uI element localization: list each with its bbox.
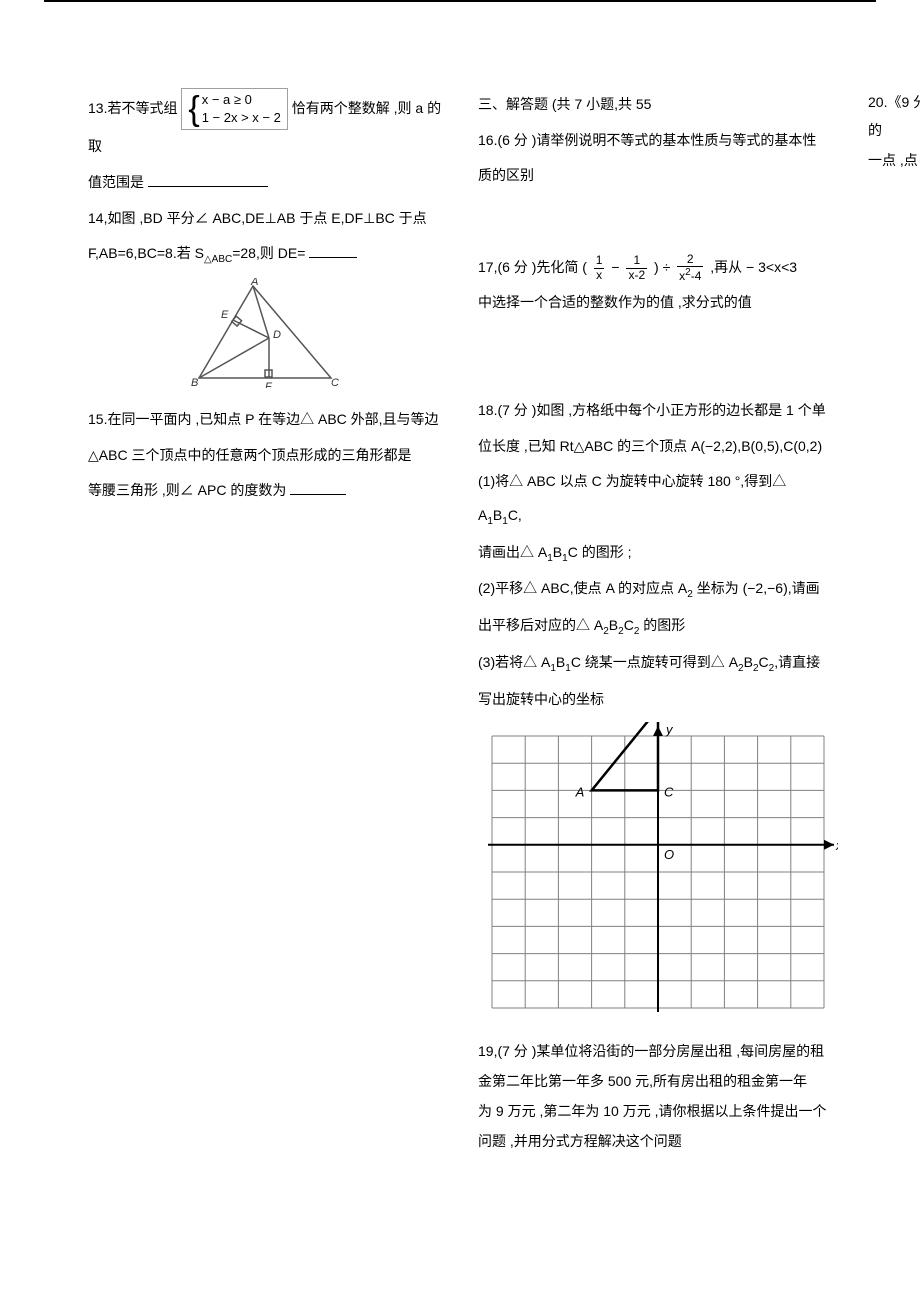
q17-line2: 中选择一个合适的整数作为的值 ,求分式的值 [478,286,832,320]
q18-line6: 出平移后对应的△ A2B2C2 的图形 [478,609,832,644]
q18-line7: (3)若将△ A1B1C 绕某一点旋转可得到△ A2B2C2,请直接 [478,646,832,681]
svg-text:y: y [665,722,674,737]
q14-line2: F,AB=6,BC=8.若 S△ABC=28,则 DE= [88,237,442,272]
q19-line3: 为 9 万元 ,第二年为 10 万元 ,请你根据以上条件提出一个 [478,1097,832,1125]
q17-minus: − [611,259,623,275]
svg-text:B: B [191,377,198,388]
q14-line1: 14,如图 ,BD 平分∠ ABC,DE⊥AB 于点 E,DF⊥BC 于点 [88,202,442,236]
q18-line5: (2)平移△ ABC,使点 A 的对应点 A2 坐标为 (−2,−6),请画 [478,572,832,607]
q15-line3: 等腰三角形 ,则∠ APC 的度数为 [88,474,442,508]
q13-line2: 值范围是 [88,166,442,200]
q14-blank [309,243,357,258]
q16-line2: 质的区别 [478,159,832,193]
q13-line1: 13.若不等式组 { x − a ≥ 0 1 − 2x > x − 2 恰有两个… [88,88,442,164]
q19-line1: 19,(7 分 )某单位将沿街的一部分房屋出租 ,每间房屋的租 [478,1037,832,1065]
svg-text:C: C [331,377,339,388]
q15-blank [290,480,346,495]
q18-line4: 请画出△ A1B1C 的图形 ; [478,536,832,571]
svg-text:A: A [250,278,258,288]
q13-blank [148,172,268,187]
q20-line2: 一点 ,点 E 是 AC 的中点, [868,146,920,174]
q17-frac2: 1 x-2 [626,254,647,281]
svg-text:F: F [265,381,273,388]
q14-triangle-svg: A B C D E F [191,278,339,388]
q14-line2a: F,AB=6,BC=8.若 S [88,245,204,261]
svg-text:O: O [664,847,674,862]
q17-mid1: ) ÷ [654,259,674,275]
q14-sub: △ABC [204,254,232,265]
svg-text:D: D [273,329,281,341]
q19-line2: 金第二年比第一年多 500 元,所有房出租的租金第一年 [478,1067,832,1095]
q13-line2a: 值范围是 [88,174,144,190]
q18-grid-svg: OxyABC [478,722,838,1022]
q19-line4: 问题 ,并用分式方程解决这个问题 [478,1127,832,1155]
q17-pre: 17,(6 分 )先化简 ( [478,259,587,275]
q17-frac1: 1 x [594,254,605,281]
q18-line8: 写出旋转中心的坐标 [478,683,832,717]
spacer [478,195,832,251]
q14-figure: A B C D E F [88,278,442,393]
q15-line1: 15.在同一平面内 ,已知点 P 在等边△ ABC 外部,且与等边 [88,403,442,437]
page-content: 13.若不等式组 { x − a ≥ 0 1 − 2x > x − 2 恰有两个… [44,0,876,1200]
spacer [478,322,832,394]
q18-line3: (1)将△ ABC 以点 C 为旋转中心旋转 180 °,得到△ A1B1C, [478,465,832,533]
q17-line1: 17,(6 分 )先化简 ( 1 x − 1 x-2 ) ÷ 2 x2-4 ,再… [478,251,832,285]
q15-line2: △ABC 三个顶点中的任意两个顶点形成的三角形都是 [88,439,442,473]
q15-line3a: 等腰三角形 ,则∠ APC 的度数为 [88,482,286,498]
q14-line2b: =28,则 DE= [232,245,305,261]
svg-text:x: x [835,838,838,853]
q20-line1: 20.《9 分 )如图 ,在△ABC 中,AB=AC,D 是 BA 延长线上的 [868,88,920,144]
q16-line1: 16.(6 分 )请举例说明不等式的基本性质与等式的基本性 [478,124,832,158]
q13-eq-box: { x − a ≥ 0 1 − 2x > x − 2 [181,88,288,130]
q18-line1: 18.(7 分 )如图 ,方格纸中每个小正方形的边长都是 1 个单 [478,394,832,428]
q13-eq2: 1 − 2x > x − 2 [202,109,281,127]
brace-icon: { [188,92,199,126]
q17-frac3: 2 x2-4 [677,253,703,283]
svg-text:E: E [221,309,229,321]
svg-text:A: A [575,785,585,800]
q13-prefix: 13.若不等式组 [88,100,177,116]
section3-heading: 三、解答题 (共 7 小题,共 55 [478,88,832,122]
q13-eq1: x − a ≥ 0 [202,91,281,109]
q18-grid-figure: OxyABC [478,722,832,1027]
q17-mid2: ,再从 − 3<x<3 [710,259,797,275]
q18-line2: 位长度 ,已知 Rt△ABC 的三个顶点 A(−2,2),B(0,5),C(0,… [478,430,832,464]
svg-text:C: C [664,785,674,800]
